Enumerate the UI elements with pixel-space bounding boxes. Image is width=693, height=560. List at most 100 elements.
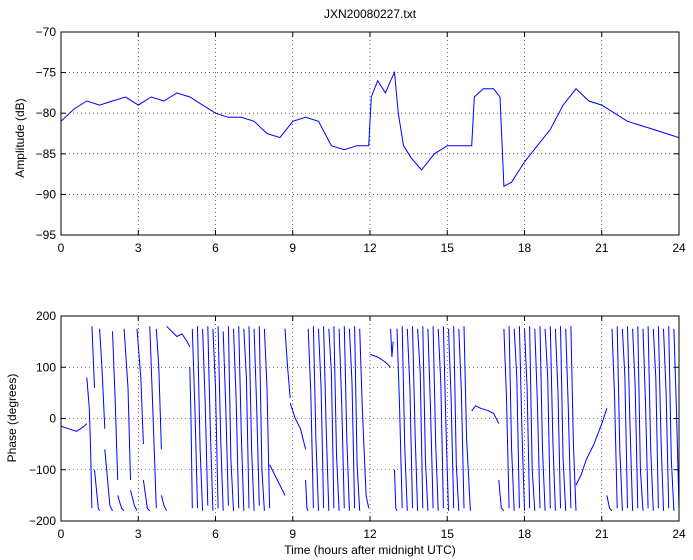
phase-series-line <box>130 490 138 512</box>
phase-series-line <box>166 325 191 348</box>
phase-series-line <box>149 326 157 509</box>
phase-series-line <box>565 328 572 509</box>
phase-series-line <box>642 328 649 509</box>
phase-series-line <box>394 469 398 512</box>
phase-x-tick-label: 12 <box>363 527 377 541</box>
phase-series-line <box>142 479 151 512</box>
phase-series-line <box>632 328 639 509</box>
phase-series-line <box>657 326 664 511</box>
phase-series-line <box>263 328 271 509</box>
phase-series-line <box>524 328 531 509</box>
chart-title: JXN20080227.txt <box>324 7 417 21</box>
amplitude-x-tick-label: 3 <box>135 241 142 255</box>
phase-series-line <box>238 326 245 511</box>
phase-series-line <box>338 328 345 509</box>
phase-series-line <box>417 328 424 509</box>
amplitude-x-tick-label: 21 <box>595 241 609 255</box>
phase-series-line <box>323 326 330 511</box>
phase-series-line <box>412 326 419 511</box>
phase-y-tick-label: −100 <box>29 463 56 477</box>
phase-series-line <box>663 328 670 509</box>
phase-series-line <box>668 326 675 511</box>
phase-y-tick-label: 0 <box>49 412 56 426</box>
phase-series-line <box>369 353 391 368</box>
phase-series-line <box>155 328 162 450</box>
amplitude-x-tick-label: 18 <box>518 241 532 255</box>
phase-series-line <box>94 469 101 512</box>
phase-series-line <box>136 328 144 445</box>
amplitude-y-tick-label: −95 <box>36 228 57 242</box>
phase-series-line <box>606 495 613 512</box>
amplitude-plot: 0 3 6 9 12 15 18 21 24 −95 −90 −85 −80 −75 −70 <box>36 25 686 255</box>
phase-series-line <box>611 328 618 509</box>
phase-series-line <box>529 326 536 511</box>
phase-series-line <box>359 328 370 509</box>
phase-series-line <box>442 326 449 511</box>
phase-plot: 0 3 6 9 12 15 18 21 24 −200 −100 0 100 200 <box>29 309 686 541</box>
phase-y-axis-label: Phase (degrees) <box>5 374 19 463</box>
phase-series-line <box>616 326 623 511</box>
amplitude-x-tick-label: 6 <box>212 241 219 255</box>
phase-series-line <box>307 328 314 509</box>
amplitude-y-axis-label: Amplitude (dB) <box>13 98 27 177</box>
phase-series-line <box>647 326 654 511</box>
amplitude-y-tick-label: −70 <box>36 25 57 39</box>
phase-series-line <box>91 326 95 388</box>
phase-series-line <box>202 328 209 506</box>
phase-series-line <box>191 328 198 509</box>
phase-y-tick-label: −200 <box>29 514 56 528</box>
phase-series-line <box>448 328 455 509</box>
phase-series-line <box>284 328 291 399</box>
phase-series-line <box>570 326 577 511</box>
phase-x-tick-label: 6 <box>212 527 219 541</box>
amplitude-x-tick-label: 9 <box>289 241 296 255</box>
phase-series-line <box>652 328 659 509</box>
amplitude-series-line <box>61 70 679 188</box>
phase-series-line <box>269 464 286 496</box>
phase-series-line <box>458 328 465 509</box>
phase-series-line <box>222 331 229 506</box>
phase-series-line <box>348 328 356 509</box>
phase-series-line <box>233 328 240 509</box>
phase-series-line <box>112 331 119 481</box>
phase-series-line <box>575 408 608 486</box>
amplitude-y-tick-label: −90 <box>36 187 57 201</box>
phase-series-line <box>463 326 471 511</box>
phase-series-line <box>104 449 113 512</box>
phase-series-line <box>437 328 444 509</box>
phase-series-line <box>554 328 561 509</box>
phase-series-line <box>432 326 439 511</box>
phase-series-line <box>318 328 325 509</box>
phase-series-line <box>243 328 250 509</box>
phase-series-line <box>534 328 541 509</box>
phase-series-line <box>354 326 361 511</box>
phase-series-line <box>401 326 408 511</box>
phase-x-tick-label: 21 <box>595 527 609 541</box>
phase-x-tick-label: 18 <box>518 527 532 541</box>
phase-series-line <box>627 326 634 511</box>
amplitude-x-tick-label: 24 <box>672 241 686 255</box>
phase-series-line <box>217 326 224 511</box>
phase-x-tick-label: 15 <box>441 527 455 541</box>
amplitude-series <box>61 70 679 188</box>
amplitude-y-tick-label: −75 <box>36 66 57 80</box>
phase-series-line <box>390 328 394 358</box>
phase-series-line <box>406 328 413 509</box>
phase-series-line <box>86 377 93 509</box>
phase-series-line <box>471 405 500 424</box>
phase-series-line <box>544 328 551 509</box>
phase-series-line <box>189 367 193 509</box>
phase-series-line <box>123 328 131 481</box>
amplitude-x-tick-label: 0 <box>58 241 65 255</box>
phase-series-line <box>508 326 515 511</box>
phase-x-tick-label: 24 <box>672 527 686 541</box>
phase-series-line <box>513 328 520 509</box>
phase-series-line <box>343 326 350 511</box>
phase-series-line <box>549 326 556 511</box>
phase-series-line <box>160 495 168 512</box>
phase-series-line <box>333 326 340 511</box>
phase-series-line <box>673 328 679 509</box>
phase-series-line <box>539 326 546 511</box>
